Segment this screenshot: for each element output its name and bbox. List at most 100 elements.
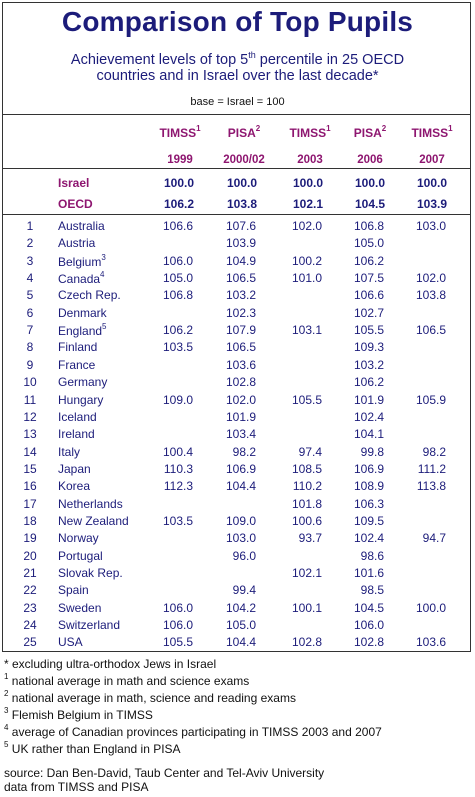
table-cell: 104.5 [353, 600, 384, 615]
table-cell: 110.3 [163, 461, 193, 476]
summary-cell: 100.0 [226, 176, 257, 190]
row-number: 1 [26, 219, 34, 233]
country-name: New Zealand [58, 514, 129, 528]
row-number: 11 [23, 392, 37, 407]
summary-cell: 103.8 [226, 197, 257, 211]
table-row: 9 France 103.6 103.2 [0, 358, 475, 375]
row-number: 21 [23, 566, 37, 580]
footnote-sup: 1 [4, 672, 9, 681]
country-name: Italy [58, 445, 80, 459]
table-row: 17 Netherlands 101.8 106.3 [0, 497, 475, 514]
table-cell: 104.4 [225, 635, 256, 650]
page-title: Comparison of Top Pupils [61, 6, 414, 37]
row-number: 17 [23, 496, 37, 511]
column-year: 2006 [357, 154, 383, 166]
column-name-text: PISA [353, 126, 382, 140]
table-cell: 106.3 [353, 496, 384, 511]
column-name-text: TIMSS [411, 126, 449, 140]
footnotes: * excluding ultra-orthodox Jews in Israe… [4, 657, 382, 756]
table-row: 5 Czech Rep. 106.8 103.2 106.6 103.8 [0, 288, 475, 305]
table-cell: 103.1 [291, 323, 322, 338]
table-cell: 103.2 [353, 357, 384, 372]
table-row: 1 Australia 106.6 107.6 102.0 106.8 103.0 [0, 219, 475, 236]
table-cell: 94.7 [422, 531, 446, 546]
country-label: France [58, 357, 96, 372]
footnote-sup: 2 [4, 689, 9, 698]
country-label: Sweden [58, 600, 102, 615]
table-cell: 98.5 [360, 583, 384, 598]
table-cell: 106.2 [162, 323, 193, 338]
table-row: 8 Finland 103.5 106.5 109.3 [0, 340, 475, 357]
country-sup: 3 [101, 252, 106, 262]
table-cell: 99.8 [360, 444, 384, 459]
table-row: 10 Germany 102.8 106.2 [0, 375, 475, 392]
summary-cell: 102.1 [292, 197, 323, 211]
summary-row: Israel 100.0 100.0 100.0 100.0 100.0 [0, 176, 475, 196]
table-cell: 101.6 [353, 566, 384, 580]
table-cell: 104.4 [225, 479, 256, 494]
table-cell: 106.0 [162, 600, 193, 615]
table-cell: 101.9 [225, 409, 256, 424]
table-cell: 105.0 [162, 271, 193, 286]
country-name: Japan [58, 462, 91, 476]
summary-cell: 100.0 [163, 176, 194, 190]
table-cell: 106.0 [353, 618, 384, 633]
country-label: USA [58, 635, 83, 650]
footnote-text: national average in math and science exa… [8, 674, 250, 688]
country-name: Korea [58, 479, 90, 493]
table-cell: 102.1 [291, 566, 322, 580]
table-cell: 106.9 [225, 461, 256, 476]
row-number: 10 [23, 375, 37, 390]
source-line-2: data from TIMSS and PISA [4, 780, 149, 794]
table-cell: 104.1 [353, 427, 384, 442]
footnote: 5 UK rather than England in PISA [4, 739, 382, 756]
country-label: Iceland [58, 409, 97, 424]
country-label: Korea [58, 479, 91, 494]
row-number: 7 [26, 323, 34, 338]
table-cell: 108.9 [353, 479, 384, 494]
footnote: 3 Flemish Belgium in TIMSS [4, 705, 382, 722]
country-label: Japan [58, 461, 91, 476]
column-header: PISA2 2006 [340, 124, 400, 166]
country-name: Finland [58, 340, 97, 354]
footnote-text: average of Canadian provinces participat… [8, 725, 382, 739]
source-note: source: Dan Ben-David, Taub Center and T… [4, 766, 324, 794]
table-cell: 105.0 [353, 236, 384, 251]
table-cell: 109.0 [225, 513, 256, 528]
country-label: England [58, 324, 103, 339]
table-cell: 93.7 [298, 531, 322, 546]
table-row: 12 Iceland 101.9 102.4 [0, 410, 475, 427]
row-number: 9 [26, 357, 34, 372]
table-row: 6 Denmark 102.3 102.7 [0, 306, 475, 323]
column-year: 2007 [419, 154, 445, 166]
table-cell: 103.5 [162, 513, 193, 528]
footnote-text: * excluding ultra-orthodox Jews in Israe… [4, 657, 217, 671]
table-cell: 104.9 [225, 253, 256, 268]
country-name: Denmark [58, 306, 107, 320]
country-name: Hungary [58, 393, 103, 407]
country-name: Iceland [58, 410, 97, 424]
table-row: 2 Austria 103.9 105.0 [0, 236, 475, 253]
table-row: 16 Korea 112.3 104.4 110.2 108.9 113.8 [0, 479, 475, 496]
summary-row: OECD 106.2 103.8 102.1 104.5 103.9 [0, 197, 475, 217]
column-name: TIMSS1 [280, 124, 340, 140]
country-name: England5 [58, 322, 107, 339]
country-name: Sweden [58, 601, 101, 615]
table-row: 23 Sweden 106.0 104.2 100.1 104.5 100.0 [0, 601, 475, 618]
source-line-1: source: Dan Ben-David, Taub Center and T… [4, 766, 325, 780]
table-cell: 109.5 [353, 513, 384, 528]
table-cell: 107.5 [353, 271, 384, 286]
table-cell: 111.2 [417, 461, 446, 476]
column-name: PISA2 [340, 124, 400, 140]
country-label: Belgium [58, 254, 102, 269]
table-cell: 107.6 [225, 219, 256, 233]
column-name: TIMSS1 [150, 124, 210, 140]
table-row: 21 Slovak Rep. 102.1 101.6 [0, 566, 475, 583]
country-label: Italy [58, 444, 81, 459]
country-name: Slovak Rep. [58, 566, 123, 580]
country-label: Austria [58, 236, 96, 251]
row-number: 20 [23, 548, 37, 563]
country-label: Netherlands [58, 496, 123, 511]
table-row: 14 Italy 100.4 98.2 97.4 99.8 98.2 [0, 445, 475, 462]
table-row: 11 Hungary 109.0 102.0 105.5 101.9 105.9 [0, 393, 475, 410]
